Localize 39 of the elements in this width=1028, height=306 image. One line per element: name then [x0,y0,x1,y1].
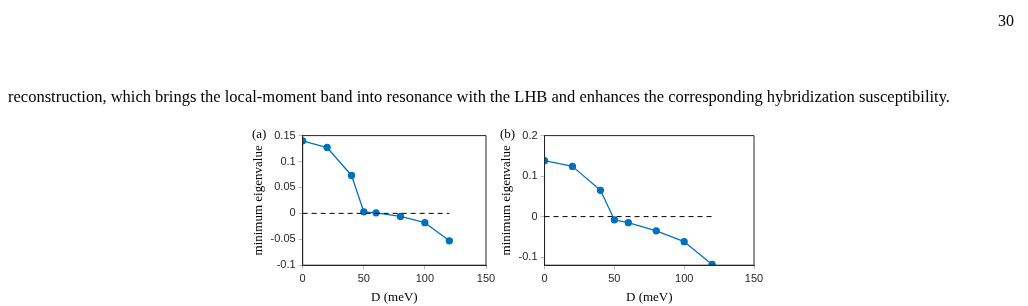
point [568,162,577,171]
point [652,227,660,235]
y-tick-label: 0.2 [522,128,538,141]
point [445,237,453,245]
text: reconstruction, which brings the local-moment band into resonance with the LHB and enhances the corresponding hybridization susceptibility. [8,86,951,107]
y-tick-label: 0.15 [274,128,296,141]
chart-title: (a) [252,125,267,141]
x-tick-label: 50 [608,271,621,284]
point [610,216,619,224]
point [323,143,331,152]
point [680,238,688,246]
y-axis-title: minimum eigenvalue [250,145,266,256]
x-tick-label: 100 [675,271,694,284]
y-tick-label: 0 [531,209,538,222]
x-tick-label: 150 [476,271,496,284]
y-tick-label: -0.1 [518,250,538,263]
point [708,260,716,266]
text: 30 [998,12,1014,30]
x-tick-label: 50 [357,271,370,284]
y-tick-label: 0 [289,206,296,219]
y-tick-label: 0.05 [274,180,296,193]
y-axis-title: minimum eigenvalue [498,145,514,256]
y-tick-label: -0.05 [270,232,296,245]
chart-title: (b) [500,125,516,141]
y-tick-label: 0.1 [280,154,296,167]
x-tick-label: 150 [744,271,764,284]
x-axis-title: D (meV) [371,288,418,304]
x-tick-label: 0 [299,271,306,284]
x-tick-label: 100 [415,271,435,284]
x-axis-title: D (meV) [625,288,673,304]
x-tick-label: 0 [541,271,548,284]
y-tick-label: -0.1 [276,258,296,271]
point [360,208,368,216]
point [347,171,356,180]
point [596,186,605,194]
point [421,219,429,227]
point [624,219,632,227]
y-tick-label: 0.1 [522,169,538,182]
point [396,212,405,221]
